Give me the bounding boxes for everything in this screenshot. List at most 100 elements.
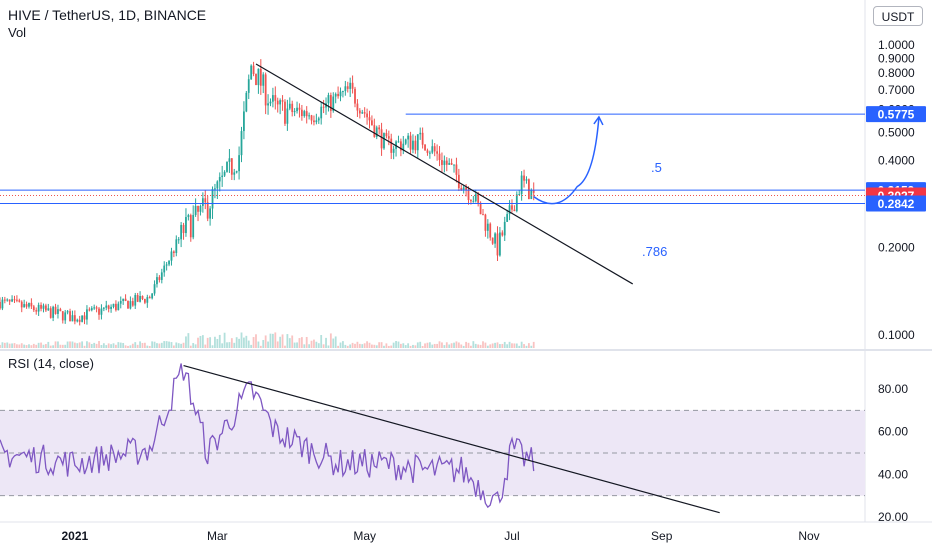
candle-body (513, 209, 516, 212)
volume-bar (291, 335, 294, 348)
candle-body (443, 160, 446, 165)
volume-bar (211, 345, 214, 348)
price-trendline[interactable] (255, 63, 634, 285)
volume-bar (494, 342, 496, 348)
volume-bar (93, 342, 96, 348)
candle-body (119, 301, 122, 304)
price-tick-1: 0.2000 (878, 241, 915, 255)
candle-body (402, 143, 405, 151)
candle-body (424, 144, 426, 151)
candle-body (95, 307, 98, 309)
volume-bar (484, 342, 487, 348)
volume-bar (209, 337, 212, 348)
volume-bar (25, 345, 28, 348)
trend-layer[interactable] (255, 63, 634, 285)
candle-body (491, 237, 494, 244)
volume-bar (474, 343, 477, 348)
volume-bar (465, 341, 467, 348)
candle-body (100, 308, 103, 315)
candle-body (262, 74, 265, 86)
candle-body (163, 265, 166, 273)
volume-bar (61, 344, 64, 348)
candle-body (390, 138, 393, 153)
currency-button[interactable]: USDT (873, 6, 923, 26)
volume-bar (489, 344, 492, 348)
candle-body (129, 301, 132, 309)
volume-bar (18, 344, 21, 348)
volume-bar (259, 345, 262, 348)
volume-bar (274, 332, 277, 348)
candle-body (153, 284, 156, 294)
candle-body (105, 305, 108, 308)
candle-body (243, 111, 245, 132)
candle-body (204, 198, 207, 203)
volume-bar (520, 341, 523, 348)
candle-body (416, 134, 419, 151)
rsi-trendline[interactable] (183, 364, 720, 514)
candle-body (431, 146, 434, 153)
candle-body (112, 303, 115, 307)
volume-bar (462, 345, 465, 348)
volume-bar (185, 336, 187, 348)
candle-body (197, 205, 199, 212)
candle-body (259, 68, 262, 86)
candle-body (192, 214, 195, 238)
fib-05-label: .5 (651, 160, 662, 175)
candle-body (228, 158, 231, 162)
price-tag-label-3: 0.2842 (878, 197, 915, 211)
volume-bar (199, 335, 202, 348)
candle-body (433, 146, 436, 152)
candle-body (59, 309, 62, 312)
volume-bar (395, 341, 397, 348)
candle-body (78, 319, 81, 322)
candle-layer[interactable] (0, 59, 535, 326)
candle-body (383, 133, 385, 149)
volume-bar (351, 342, 354, 348)
volume-bar (363, 343, 366, 348)
candle-body (337, 93, 339, 97)
volume-bar (131, 343, 134, 348)
projection-arrow[interactable] (533, 116, 600, 205)
volume-bar (402, 343, 405, 348)
rsi-line[interactable] (0, 363, 535, 509)
volume-bar (513, 343, 516, 348)
symbol-title[interactable]: HIVE / TetherUS, 1D, BINANCE (8, 7, 207, 23)
projection-arrowhead (593, 115, 604, 126)
candle-body (124, 298, 127, 301)
fib-layer[interactable] (0, 113, 865, 205)
candle-body (279, 100, 282, 105)
volume-bar (158, 343, 161, 348)
volume-bar (6, 342, 9, 348)
candle-body (344, 86, 347, 92)
volume-bar (527, 343, 530, 348)
candle-body (8, 299, 11, 302)
candle-body (291, 103, 294, 113)
price-tick-7: 0.8000 (878, 66, 915, 80)
volume-bar (448, 344, 451, 348)
volume-bar (322, 344, 325, 348)
volume-bar (470, 345, 472, 348)
volume-bar (300, 337, 303, 348)
time-tick-5: Nov (798, 529, 819, 543)
candle-body (93, 307, 96, 309)
volume-bar (105, 345, 108, 348)
volume-bar (508, 341, 511, 348)
volume-bar (349, 344, 352, 348)
volume-bar (44, 344, 47, 348)
candle-body (252, 65, 255, 74)
candle-body (247, 79, 250, 93)
volume-bar (170, 342, 173, 348)
rsi-layer[interactable] (0, 363, 720, 514)
volume-bar (54, 341, 57, 348)
volume-bar (346, 345, 349, 348)
rsi-tick-2: 60.00 (878, 425, 908, 439)
candle-body (156, 277, 158, 285)
candle-body (194, 205, 197, 215)
time-tick-0: 2021 (62, 529, 89, 543)
volume-bar (317, 343, 320, 348)
volume-bar (262, 340, 265, 348)
volume-bar (450, 343, 453, 348)
candle-body (115, 303, 117, 311)
volume-bar (37, 342, 40, 348)
